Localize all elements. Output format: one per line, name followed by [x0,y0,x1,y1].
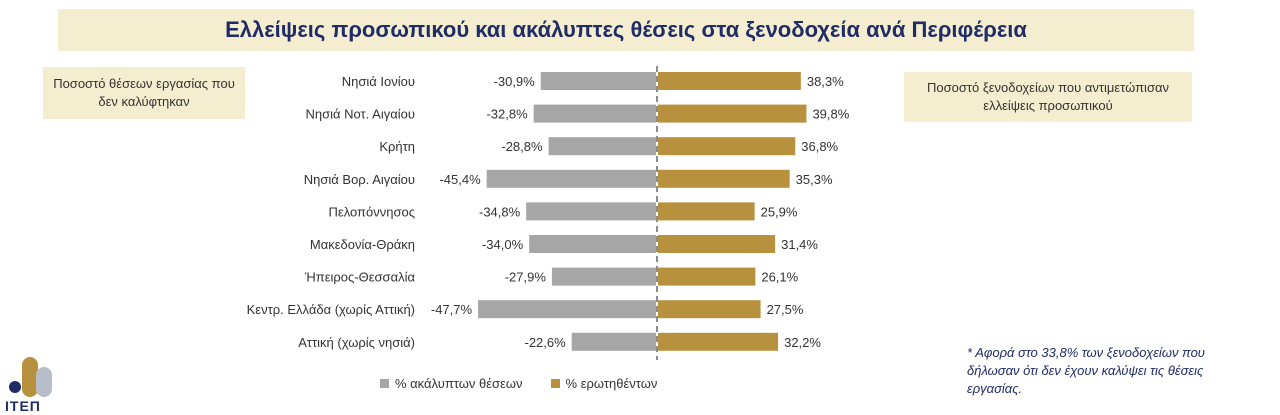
label-respondents-1: 39,8% [812,107,849,122]
label-respondents-5: 31,4% [781,237,818,252]
bar-respondents-2 [658,137,796,156]
label-respondents-7: 27,5% [767,302,804,317]
right-annotation-box: Ποσοστό ξενοδοχείων που αντιμετώπισαν ελ… [904,72,1192,122]
label-uncovered-5: -34,0% [482,237,524,252]
category-label-6: Ήπειρος-Θεσσαλία [304,270,416,285]
bar-uncovered-0 [540,72,656,90]
bar-respondents-7 [658,300,761,319]
bar-respondents-6 [658,267,756,286]
label-uncovered-6: -27,9% [505,270,547,285]
bar-respondents-0 [658,72,801,90]
bar-uncovered-3 [486,169,656,188]
label-respondents-6: 26,1% [761,270,798,285]
legend-swatch-gold [550,379,560,388]
label-uncovered-7: -47,7% [431,302,473,317]
bar-uncovered-1 [533,104,656,123]
label-uncovered-4: -34,8% [479,204,521,219]
legend-swatch-gray [380,379,389,388]
category-label-5: Μακεδονία-Θράκη [310,237,415,252]
category-label-3: Νησιά Βορ. Αιγαίου [304,172,415,187]
bar-respondents-1 [658,104,807,123]
bar-uncovered-4 [526,202,656,221]
label-uncovered-8: -22,6% [524,335,566,350]
chart-legend: % ακάλυπτων θέσεων % ερωτηθέντων [380,376,657,391]
legend-label-respondents: % ερωτηθέντων [565,376,658,391]
category-label-2: Κρήτη [379,139,415,154]
bar-uncovered-7 [478,300,656,319]
label-respondents-2: 36,8% [801,139,838,154]
label-respondents-4: 25,9% [761,204,798,219]
itep-logo-icon [9,357,52,397]
logo-text: ΙΤΕΠ [5,398,41,414]
label-uncovered-2: -28,8% [501,139,543,154]
bar-respondents-5 [658,235,776,253]
category-label-4: Πελοπόννησος [329,204,415,219]
title-banner: Ελλείψεις προσωπικού και ακάλυπτες θέσει… [58,9,1194,51]
bar-uncovered-5 [529,235,656,253]
legend-label-uncovered: % ακάλυπτων θέσεων [395,376,523,391]
legend-item-uncovered: % ακάλυπτων θέσεων [380,376,523,391]
legend-item-respondents: % ερωτηθέντων [550,376,658,391]
label-uncovered-1: -32,8% [486,107,528,122]
bar-respondents-4 [658,202,755,221]
footnote: * Αφορά στο 33,8% των ξενοδοχείων που δή… [967,345,1205,396]
category-label-8: Αττική (χωρίς νησιά) [298,335,415,350]
left-annotation-box: Ποσοστό θέσεων εργασίας που δεν καλύφτηκ… [43,67,245,119]
category-label-7: Κεντρ. Ελλάδα (χωρίς Αττική) [247,302,415,317]
bar-respondents-3 [658,169,790,188]
category-label-1: Νησιά Νοτ. Αιγαίου [305,107,415,122]
left-annotation-text: Ποσοστό θέσεων εργασίας που δεν καλύφτηκ… [53,76,235,109]
label-respondents-0: 38,3% [807,74,844,89]
bar-uncovered-6 [551,267,656,286]
label-uncovered-0: -30,9% [494,74,536,89]
category-label-0: Νησιά Ιονίου [342,74,415,89]
label-respondents-3: 35,3% [796,172,833,187]
bar-respondents-8 [658,332,779,351]
chart-title: Ελλείψεις προσωπικού και ακάλυπτες θέσει… [225,17,1027,42]
label-respondents-8: 32,2% [784,335,821,350]
label-uncovered-3: -45,4% [439,172,481,187]
bar-uncovered-8 [571,332,656,351]
bar-uncovered-2 [548,137,656,156]
right-annotation-text: Ποσοστό ξενοδοχείων που αντιμετώπισαν ελ… [927,80,1169,113]
